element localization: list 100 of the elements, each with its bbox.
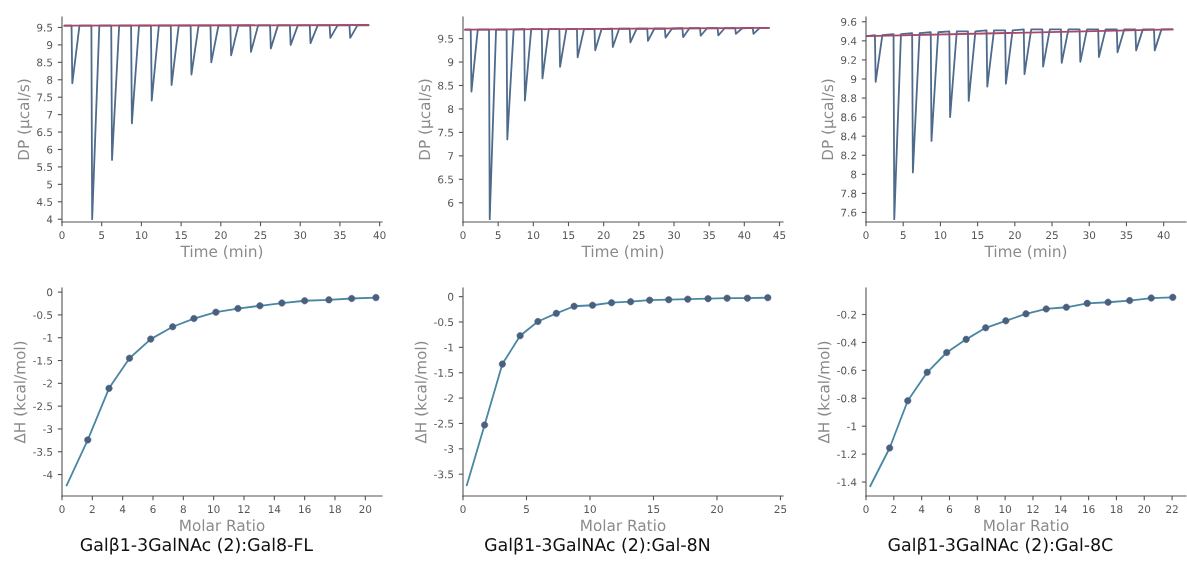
y-axis-title: ΔH (kcal/mol) bbox=[13, 341, 28, 444]
x-tick-label: 35 bbox=[334, 231, 346, 240]
x-tick-label: 18 bbox=[329, 505, 341, 514]
x-tick-label: 25 bbox=[1046, 231, 1058, 240]
y-tick-label: 6.5 bbox=[438, 175, 454, 184]
y-tick-label: 0 bbox=[47, 288, 53, 297]
x-tick-label: 25 bbox=[632, 231, 645, 240]
y-tick-label: 8 bbox=[448, 105, 454, 114]
y-axis-title: DP (µcal/s) bbox=[821, 79, 837, 160]
y-axis-title: DP (µcal/s) bbox=[418, 79, 434, 160]
y-tick-label: -0.5 bbox=[33, 311, 53, 320]
y-tick-label: -4 bbox=[43, 470, 53, 479]
y-tick-label: 6.5 bbox=[37, 128, 53, 137]
y-tick-label: -3.5 bbox=[434, 470, 454, 479]
x-tick-label: 0 bbox=[460, 231, 466, 240]
y-tick-label: 8.2 bbox=[841, 151, 856, 160]
x-tick-label: 12 bbox=[238, 505, 250, 513]
x-tick-label: 10 bbox=[934, 231, 947, 240]
text: Galβ1-3GalNAc (2):Gal-8C bbox=[888, 537, 1113, 555]
y-tick-label: -0.8 bbox=[837, 394, 857, 403]
y-tick-label: -0.2 bbox=[837, 310, 856, 319]
x-tick-label: 15 bbox=[563, 231, 575, 240]
y-tick-label: 9.5 bbox=[37, 23, 53, 32]
y-tick-label: 9.2 bbox=[841, 56, 856, 65]
y-tick-label: 0 bbox=[448, 292, 454, 301]
text: Galβ1-3GalNAc (2):Gal-8N bbox=[485, 537, 709, 555]
y-tick-label: -3.5 bbox=[33, 447, 53, 456]
x-tick-label: 8 bbox=[974, 505, 980, 514]
x-tick-label: 40 bbox=[738, 231, 751, 240]
x-tick-label: 6 bbox=[150, 505, 156, 514]
x-tick-label: 2 bbox=[891, 505, 897, 513]
x-tick-label: 35 bbox=[1120, 231, 1133, 240]
y-tick-label: 9.5 bbox=[438, 34, 454, 43]
y-tick-label: -0.6 bbox=[837, 366, 857, 375]
x-tick-label: 12 bbox=[1027, 505, 1039, 513]
y-tick-label: 9 bbox=[448, 58, 454, 67]
x-tick-label: 4 bbox=[918, 505, 925, 513]
y-tick-label: 6 bbox=[47, 145, 53, 154]
x-tick-label: 4 bbox=[119, 505, 126, 513]
x-tick-label: 14 bbox=[1055, 505, 1067, 513]
x-tick-label: 20 bbox=[1138, 505, 1151, 514]
y-tick-label: 8.5 bbox=[438, 81, 454, 90]
y-tick-label: 7.5 bbox=[37, 93, 53, 102]
x-tick-label: 40 bbox=[373, 231, 386, 240]
y-tick-label: 8 bbox=[851, 170, 857, 179]
y-tick-label: 8.4 bbox=[841, 132, 857, 141]
y-tick-label: -0.4 bbox=[837, 338, 857, 347]
y-tick-label: -1 bbox=[444, 343, 454, 352]
y-tick-label: 8 bbox=[47, 75, 53, 84]
x-tick-label: 5 bbox=[495, 231, 501, 240]
x-tick-label: 0 bbox=[863, 505, 869, 514]
y-tick-label: 8.6 bbox=[841, 113, 857, 122]
y-tick-label: 9.6 bbox=[841, 17, 857, 26]
y-tick-label: -1.5 bbox=[33, 356, 53, 365]
x-axis-title: Time (min) bbox=[180, 245, 263, 259]
y-tick-label: -2.5 bbox=[33, 402, 53, 411]
y-tick-label: -1.4 bbox=[837, 478, 857, 486]
x-tick-label: 15 bbox=[175, 231, 187, 240]
y-axis-title: ΔH (kcal/mol) bbox=[817, 341, 832, 444]
x-tick-label: 5 bbox=[99, 231, 105, 240]
y-tick-label: -1 bbox=[847, 422, 857, 431]
x-tick-label: 10 bbox=[135, 231, 148, 240]
text: Galβ1-3GalNAc (2):Gal8-FL bbox=[80, 537, 313, 555]
x-axis-title: Molar Ratio bbox=[180, 519, 265, 532]
x-tick-label: 30 bbox=[668, 231, 680, 240]
x-tick-label: 10 bbox=[999, 505, 1012, 514]
y-tick-label: 4.5 bbox=[36, 198, 53, 206]
y-tick-label: -2 bbox=[43, 379, 52, 388]
x-tick-label: 0 bbox=[863, 231, 869, 240]
x-tick-label: 20 bbox=[1008, 231, 1021, 240]
x-tick-label: 45 bbox=[773, 231, 786, 240]
y-tick-label: -2.5 bbox=[434, 419, 454, 428]
y-tick-label: -1.5 bbox=[434, 369, 454, 377]
x-tick-label: 20 bbox=[214, 231, 227, 240]
x-tick-label: 0 bbox=[460, 505, 466, 514]
y-tick-label: 7.6 bbox=[841, 208, 857, 217]
x-tick-label: 10 bbox=[527, 231, 540, 240]
y-tick-label: 9 bbox=[47, 41, 53, 49]
x-tick-label: 40 bbox=[1157, 231, 1170, 240]
x-tick-label: 16 bbox=[299, 505, 311, 514]
x-tick-label: 8 bbox=[180, 505, 186, 514]
x-axis-title: Time (min) bbox=[984, 245, 1067, 259]
x-tick-label: 30 bbox=[294, 231, 307, 240]
y-axis-title: DP (µcal/s) bbox=[17, 79, 33, 160]
x-tick-label: 6 bbox=[946, 505, 953, 514]
y-tick-label: -2 bbox=[444, 394, 453, 403]
x-axis-title: Time (min) bbox=[581, 245, 664, 259]
y-tick-label: 5 bbox=[47, 180, 53, 189]
x-tick-label: 30 bbox=[1083, 231, 1096, 240]
y-tick-label: 8.8 bbox=[841, 94, 857, 103]
y-tick-label: -3 bbox=[444, 445, 454, 453]
x-tick-label: 10 bbox=[208, 505, 220, 514]
x-tick-label: 18 bbox=[1110, 505, 1123, 514]
x-tick-label: 14 bbox=[268, 505, 281, 513]
y-tick-label: 7.8 bbox=[841, 189, 857, 198]
y-tick-label: -1 bbox=[43, 334, 53, 342]
x-tick-label: 0 bbox=[59, 231, 65, 240]
x-tick-label: 15 bbox=[972, 231, 984, 240]
y-tick-label: 7.5 bbox=[438, 128, 454, 137]
x-tick-label: 20 bbox=[359, 505, 372, 514]
